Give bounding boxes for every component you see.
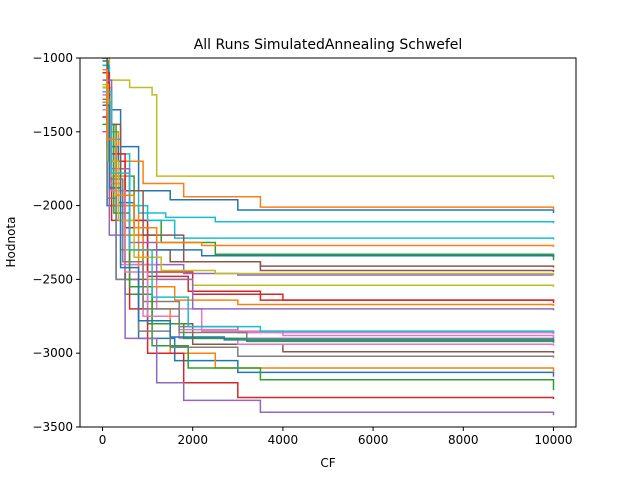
x-tick-label: 2000 — [177, 433, 208, 447]
x-tick-label: 4000 — [268, 433, 299, 447]
series-line-18 — [102, 108, 555, 358]
y-tick-label: −2000 — [32, 199, 73, 213]
x-tick-label: 6000 — [358, 433, 389, 447]
x-tick-label: 8000 — [448, 433, 479, 447]
series-line-29 — [102, 83, 555, 275]
series-line-14 — [102, 116, 555, 399]
x-tick-label: 0 — [99, 433, 107, 447]
series-line-23 — [102, 123, 555, 343]
x-axis-label: CF — [320, 456, 335, 470]
y-tick-label: −2500 — [32, 272, 73, 286]
series-layer — [102, 58, 555, 416]
y-axis: −3500 −3000 −2500 −2000 −1500 −1000 — [32, 51, 80, 434]
chart-title: All Runs SimulatedAnnealing Schwefel — [194, 37, 463, 53]
y-tick-label: −1000 — [32, 51, 73, 65]
y-tick-label: −3500 — [32, 420, 73, 434]
series-line-31 — [102, 104, 555, 342]
y-axis-label: Hodnota — [4, 217, 18, 268]
series-line-32 — [102, 69, 555, 247]
x-axis: 0 2000 4000 6000 8000 10000 — [99, 427, 573, 447]
x-tick-label: 10000 — [534, 433, 572, 447]
y-tick-label: −3000 — [32, 346, 73, 360]
y-tick-label: −1500 — [32, 125, 73, 139]
plot-frame — [79, 57, 577, 428]
series-line-15 — [102, 131, 555, 416]
series-line-30 — [102, 91, 555, 333]
